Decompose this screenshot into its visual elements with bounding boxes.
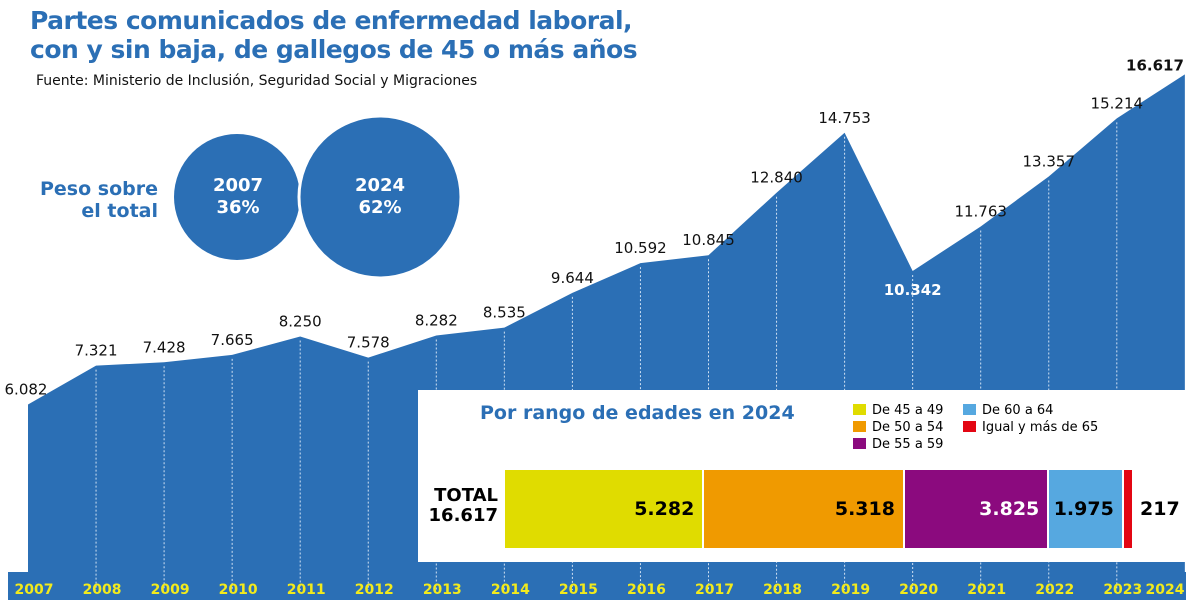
data-label: 8.282 bbox=[415, 312, 458, 330]
data-label: 6.082 bbox=[5, 380, 48, 398]
circle-2024-text: 2024 62% bbox=[354, 175, 406, 218]
circle-2007-text: 2007 36% bbox=[212, 175, 264, 218]
data-label: 9.644 bbox=[551, 269, 594, 287]
circle-2024 bbox=[297, 114, 463, 280]
data-label: 15.214 bbox=[1091, 94, 1144, 112]
bar-segment: 5.318 bbox=[704, 470, 905, 548]
source: Fuente: Ministerio de Inclusión, Segurid… bbox=[36, 73, 478, 89]
legend-swatch bbox=[853, 404, 866, 415]
data-label: 10.342 bbox=[884, 281, 942, 299]
x-tick-label: 2014 bbox=[491, 582, 530, 598]
data-label: 8.250 bbox=[279, 313, 322, 331]
x-tick-label: 2019 bbox=[831, 582, 870, 598]
legend-swatch bbox=[963, 421, 976, 432]
x-tick-label: 2010 bbox=[219, 582, 258, 598]
legend-item: De 55 a 59 bbox=[853, 436, 943, 453]
legend-label: De 55 a 59 bbox=[872, 437, 944, 452]
x-axis-band bbox=[8, 572, 1186, 600]
data-label: 12.840 bbox=[750, 169, 803, 187]
x-tick-label: 2012 bbox=[355, 582, 394, 598]
bar-segment: 3.825 bbox=[904, 470, 1050, 548]
x-tick-label: 2016 bbox=[627, 582, 666, 598]
x-tick-label: 2013 bbox=[423, 582, 462, 598]
x-tick-label: 2011 bbox=[287, 582, 326, 598]
bar-segment bbox=[1123, 470, 1132, 548]
breakdown-title: Por rango de edades en 2024 bbox=[480, 402, 795, 424]
bar-segment: 5.282 bbox=[505, 470, 705, 548]
total-label: TOTAL 16.617 bbox=[428, 485, 498, 526]
x-tick-label: 2023 bbox=[1103, 582, 1142, 598]
data-label: 10.592 bbox=[614, 239, 667, 257]
circle-2007 bbox=[174, 134, 300, 260]
data-label: 7.665 bbox=[211, 331, 254, 349]
legend-item: De 60 a 64 bbox=[963, 402, 1053, 419]
x-tick-label: 2021 bbox=[967, 582, 1006, 598]
bar-segment: 1.975 bbox=[1049, 470, 1124, 548]
data-label: 11.763 bbox=[954, 202, 1007, 220]
legend-swatch bbox=[963, 404, 976, 415]
legend-swatch bbox=[853, 421, 866, 432]
data-label: 7.321 bbox=[75, 342, 118, 360]
data-label: 14.753 bbox=[818, 109, 871, 127]
legend-item: Igual y más de 65 bbox=[963, 419, 1098, 436]
x-tick-label: 2009 bbox=[151, 582, 190, 598]
legend-label: De 60 a 64 bbox=[982, 403, 1054, 418]
legend-label: De 45 a 49 bbox=[872, 403, 944, 418]
x-tick-label: 2024 bbox=[1146, 582, 1185, 598]
data-label: 16.617 bbox=[1126, 56, 1184, 74]
x-tick-label: 2007 bbox=[15, 582, 54, 598]
age-breakdown-panel: Por rango de edades en 2024 De 45 a 49 De… bbox=[418, 390, 1188, 562]
legend-swatch bbox=[853, 438, 866, 449]
x-tick-label: 2015 bbox=[559, 582, 598, 598]
data-label: 13.357 bbox=[1023, 153, 1076, 171]
legend-item: De 50 a 54 bbox=[853, 419, 943, 436]
data-label: 10.845 bbox=[682, 231, 735, 249]
data-label: 8.535 bbox=[483, 304, 526, 322]
legend-label: Igual y más de 65 bbox=[982, 420, 1099, 435]
data-label: 7.578 bbox=[347, 334, 390, 352]
legend-item: De 45 a 49 bbox=[853, 402, 943, 419]
x-tick-label: 2008 bbox=[83, 582, 122, 598]
x-tick-label: 2020 bbox=[899, 582, 938, 598]
data-label: 7.428 bbox=[143, 338, 186, 356]
legend-label: De 50 a 54 bbox=[872, 420, 944, 435]
peso-label: Peso sobre el total bbox=[39, 178, 158, 222]
chart-title: Partes comunicados de enfermedad laboral… bbox=[30, 6, 638, 64]
bar-segment-label: 217 bbox=[1140, 498, 1180, 520]
x-tick-label: 2017 bbox=[695, 582, 734, 598]
x-tick-label: 2018 bbox=[763, 582, 802, 598]
x-tick-label: 2022 bbox=[1035, 582, 1074, 598]
